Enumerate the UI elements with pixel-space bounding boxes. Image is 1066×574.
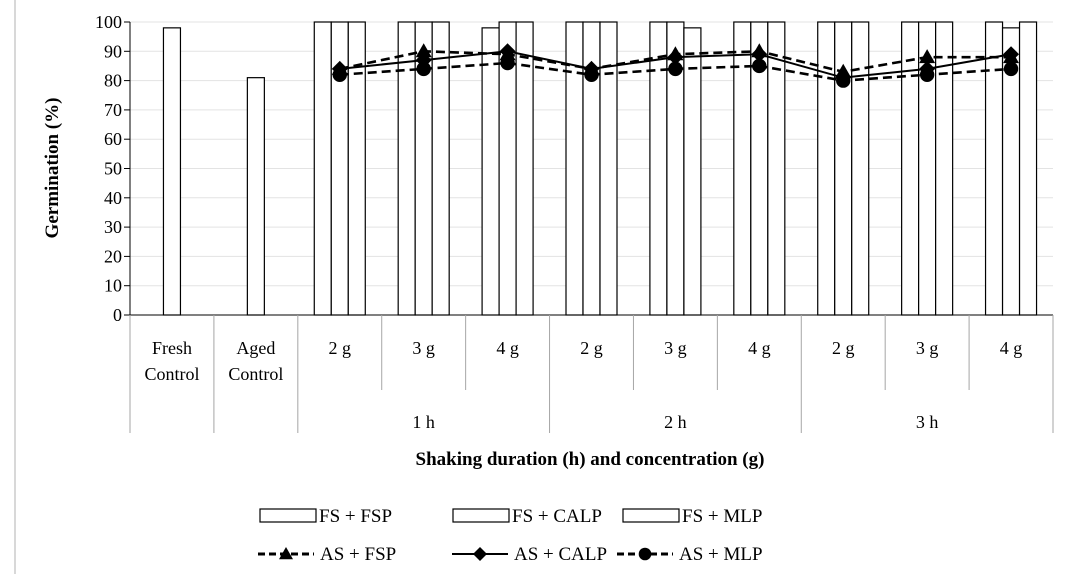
x-tick-label: 4 g	[496, 338, 519, 358]
bar	[767, 21, 786, 316]
x-tick-label: 4 g	[748, 338, 771, 358]
legend-label: FS + MLP	[682, 506, 762, 527]
data-point	[415, 43, 432, 58]
data-point	[332, 67, 347, 82]
data-point	[584, 67, 599, 82]
legend-label: AS + MLP	[679, 544, 763, 565]
x-tick-label: Fresh	[152, 338, 192, 358]
bar	[851, 21, 870, 316]
legend-label: FS + FSP	[319, 506, 392, 527]
x-tick-label: Control	[144, 364, 199, 384]
legend-marker	[638, 547, 652, 561]
bar	[246, 77, 265, 316]
y-axis-title: Germination (%)	[42, 98, 63, 239]
data-point	[416, 61, 431, 77]
data-point	[1003, 61, 1019, 77]
bar	[397, 21, 416, 316]
bar	[431, 21, 450, 316]
bar	[817, 21, 836, 316]
data-point	[668, 61, 683, 77]
legend-swatch	[259, 508, 317, 523]
x-tick-label: 4 g	[1000, 338, 1023, 358]
x-axis-title: Shaking duration (h) and concentration (…	[416, 449, 765, 470]
x-tick-label: 3 g	[916, 338, 939, 358]
data-point	[752, 58, 767, 74]
x-group-label: 2 h	[664, 412, 687, 432]
x-tick-label: Control	[228, 364, 283, 384]
y-tick-label: 50	[104, 159, 122, 179]
data-point	[1003, 46, 1020, 63]
bar	[162, 27, 182, 316]
data-point	[919, 67, 935, 82]
legend-marker	[473, 547, 487, 561]
data-point	[919, 49, 936, 64]
y-tick-label: 40	[104, 188, 122, 208]
legend-label: FS + CALP	[512, 506, 602, 527]
bar	[649, 21, 668, 316]
y-tick-label: 80	[104, 71, 122, 91]
legend-swatch	[452, 508, 510, 523]
x-tick-label: 2 g	[832, 338, 855, 358]
y-tick-label: 0	[113, 305, 122, 325]
x-tick-label: 2 g	[329, 338, 352, 358]
bar	[1018, 21, 1038, 316]
x-group-label: 1 h	[412, 412, 435, 432]
bar	[683, 27, 702, 316]
x-tick-label: Aged	[236, 338, 275, 358]
x-tick-label: 2 g	[580, 338, 603, 358]
y-tick-label: 60	[104, 129, 122, 149]
y-tick-label: 20	[104, 246, 122, 266]
x-tick-label: 3 g	[412, 338, 435, 358]
bar	[481, 27, 500, 316]
legend-label: AS + CALP	[514, 544, 607, 565]
x-group-label: 3 h	[916, 412, 939, 432]
x-tick-label: 3 g	[664, 338, 687, 358]
bar	[901, 21, 920, 316]
y-tick-label: 70	[104, 100, 122, 120]
legend-swatch	[622, 508, 680, 523]
legend-marker	[279, 547, 293, 560]
data-point	[836, 73, 851, 88]
data-point	[499, 43, 516, 60]
legend-label: AS + FSP	[320, 544, 396, 565]
data-point	[500, 55, 515, 71]
y-tick-label: 30	[104, 217, 122, 237]
data-point	[751, 46, 768, 63]
y-tick-label: 100	[95, 12, 122, 32]
bar	[984, 21, 1004, 316]
bar	[313, 21, 332, 316]
y-tick-label: 90	[104, 41, 122, 61]
y-tick-label: 10	[104, 276, 122, 296]
data-point	[667, 49, 684, 66]
